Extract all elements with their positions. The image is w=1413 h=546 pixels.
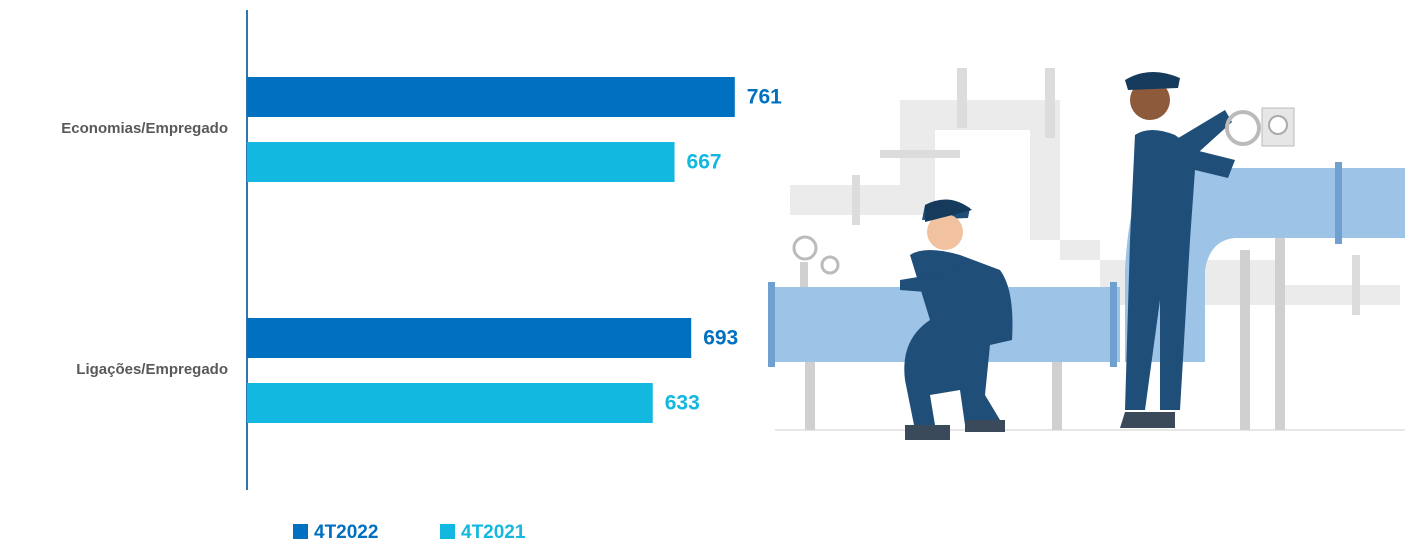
legend-label: 4T2022 [314, 522, 378, 543]
illustration [768, 68, 1405, 440]
bar [247, 77, 735, 117]
value-label: 667 [687, 151, 722, 174]
value-label: 761 [747, 86, 782, 109]
legend-label: 4T2021 [461, 522, 526, 543]
legend-swatch [440, 524, 455, 539]
bar [247, 383, 653, 423]
value-label: 693 [703, 327, 738, 350]
category-label: Ligações/Empregado [76, 361, 228, 378]
bar [247, 318, 692, 358]
legend-swatch [293, 524, 308, 539]
value-label: 633 [665, 392, 700, 415]
bar [247, 142, 675, 182]
category-label: Economias/Empregado [61, 120, 228, 137]
